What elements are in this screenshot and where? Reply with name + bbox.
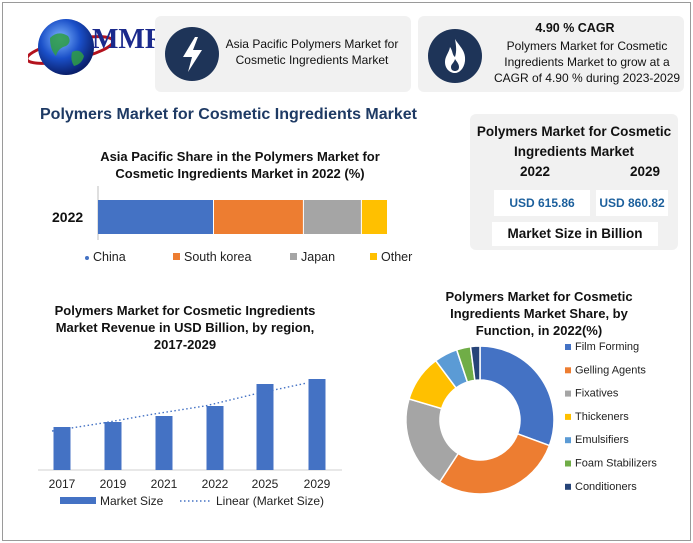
globe-icon [25, 19, 115, 75]
function-donut-chart: Film Forming Gelling Agents Fixatives Thick… [405, 341, 657, 495]
legend-item: China [85, 250, 126, 264]
legend-item: Japan [290, 250, 335, 264]
legend-swatch [565, 483, 571, 490]
revenue-bar-2017 [53, 427, 71, 470]
legend-label: Emulsifiers [575, 434, 629, 446]
legend-item: South korea [173, 250, 251, 264]
legend-label: Foam Stabilizers [575, 458, 657, 470]
page-title: Polymers Market for Cosmetic Ingredients… [40, 106, 418, 123]
trend-line [51, 382, 308, 432]
revenue-bar-2021 [155, 416, 173, 470]
cagr-text: Polymers Market for Cosmetic Ingredients… [493, 39, 681, 85]
year-start: 2022 [520, 164, 551, 179]
x-tick-label: 2017 [49, 477, 76, 491]
lightning-badge [165, 27, 219, 81]
share-chart-legend: China South korea Japan Other [85, 250, 445, 268]
x-tick-label: 2022 [202, 477, 229, 491]
brand-logo [25, 14, 153, 84]
legend-swatch [565, 413, 571, 420]
function-chart-title: Polymers Market for Cosmetic Ingredients… [445, 289, 633, 338]
legend-swatch [85, 256, 89, 260]
legend-swatch [370, 253, 377, 260]
x-tick-label: 2029 [304, 477, 331, 491]
legend-label: Japan [301, 250, 336, 264]
legend-label: Film Forming [575, 341, 639, 353]
legend-swatch [565, 344, 571, 350]
legend-label: Fixatives [575, 388, 619, 400]
x-tick-label: 2019 [100, 477, 127, 491]
legend-label: Thickeners [575, 411, 629, 423]
legend-label: China [93, 250, 126, 264]
donut-slice-conditioners [469, 345, 481, 382]
share-stacked-bar-chart: 2022 [52, 186, 387, 240]
legend-swatch-market-size [60, 497, 96, 504]
share-segment-china [98, 200, 213, 234]
flame-icon [445, 39, 466, 73]
share-segment-other [361, 200, 387, 234]
value-start: USD 615.86 [494, 190, 590, 216]
revenue-bar-2025 [256, 384, 274, 470]
flame-badge [428, 29, 482, 83]
lightning-icon [183, 37, 202, 72]
category-label: 2022 [52, 209, 83, 225]
x-tick-label: 2025 [252, 477, 279, 491]
share-segment-japan [303, 200, 361, 234]
revenue-bar-2019 [104, 422, 122, 470]
legend-swatch [565, 460, 571, 467]
market-card-text: Asia Pacific Polymers Market for Cosmeti… [225, 37, 399, 67]
share-segment-south-korea [214, 200, 303, 234]
legend-swatch [565, 437, 571, 444]
x-tick-label: 2021 [151, 477, 178, 491]
donut-slice-gelling-agents [438, 432, 551, 495]
legend-label: Gelling Agents [575, 364, 646, 376]
legend-swatch [290, 253, 297, 260]
market-size-unit-label: Market Size in Billion [492, 222, 658, 246]
legend-label-market-size: Market Size [100, 494, 164, 508]
legend-item: Other [370, 250, 412, 264]
legend-swatch [565, 367, 571, 374]
revenue-chart-title: Polymers Market for Cosmetic Ingredients… [54, 303, 316, 352]
revenue-bar-chart: 2017 2019 2021 2022 2025 2029 Market Size Linea… [38, 379, 342, 508]
legend-label-trend: Linear (Market Size) [216, 494, 324, 508]
cagr-title: 4.90 % CAGR [535, 21, 615, 35]
market-info-card: Asia Pacific Polymers Market for Cosmeti… [155, 16, 411, 92]
legend-label: Other [381, 250, 413, 264]
legend-swatch [173, 253, 180, 260]
donut-slice-film-forming [479, 345, 555, 447]
legend-label: Conditioners [575, 481, 637, 493]
legend-label: South korea [184, 250, 252, 264]
revenue-bar-2022 [206, 406, 224, 470]
share-chart-title: Asia Pacific Share in the Polymers Marke… [100, 149, 380, 181]
value-end: USD 860.82 [596, 190, 668, 216]
revenue-bar-2029 [308, 379, 326, 470]
brand-logo-text: MMR [92, 24, 166, 55]
market-size-panel: Polymers Market for Cosmetic Ingredients… [470, 114, 678, 250]
cagr-card: 4.90 % CAGR Polymers Market for Cosmetic… [418, 16, 684, 92]
market-size-title: Polymers Market for Cosmetic Ingredients… [476, 124, 672, 159]
year-end: 2029 [630, 164, 661, 179]
legend-swatch [565, 390, 571, 397]
